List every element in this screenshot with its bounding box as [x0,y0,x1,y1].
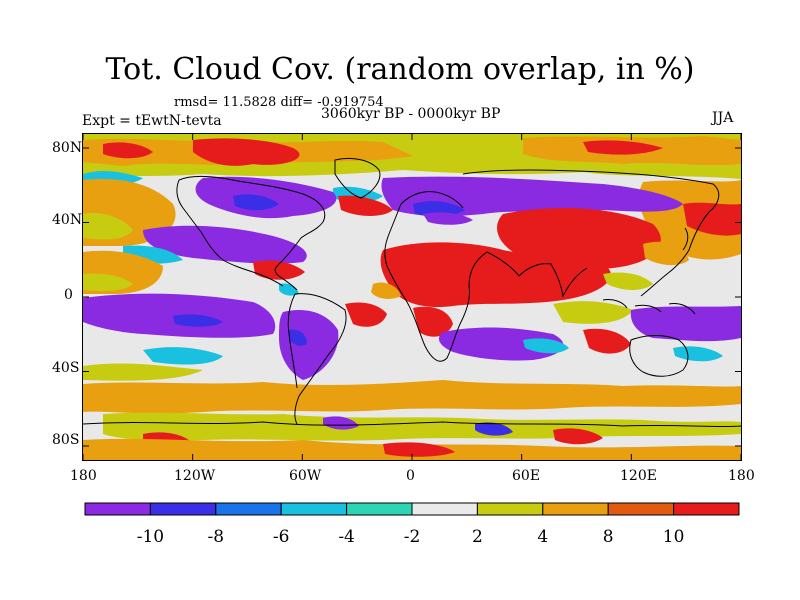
lon-label-0: 0 [406,468,415,484]
colorbar-label: -6 [273,527,290,547]
rmsd-diff-text: rmsd= 11.5828 diff= -0.919754 [174,95,384,110]
anomaly-field [83,134,741,460]
lon-label-180W: 180 [70,468,97,484]
lon-label-60W: 60W [289,468,322,484]
colorbar-label: -10 [137,527,164,547]
axis-ticks [83,134,741,460]
lat-label-0: 0 [64,287,73,303]
lat-label-80S: 80S [52,432,80,448]
colorbar-label: 10 [663,527,685,547]
lon-label-120W: 120W [174,468,216,484]
lat-label-40S: 40S [52,360,80,376]
colorbar-label: -4 [338,527,355,547]
colorbar: -10 -8 -6 -4 -2 2 4 8 10 [84,502,740,547]
colorbar-label: 2 [472,527,483,547]
colorbar-swatch [607,502,675,516]
colorbar-swatch [149,502,217,516]
colorbar-swatch [411,502,478,516]
colorbar-swatch [542,502,609,516]
colorbar-swatch [673,502,740,516]
lon-label-120E: 120E [620,468,657,484]
colorbar-swatch [476,502,544,516]
experiment-label: Expt = tEwtN-tevta [82,113,222,129]
colorbar-label: 8 [603,527,614,547]
lat-label-40N: 40N [52,212,83,228]
lon-label-60E: 60E [512,468,541,484]
colorbar-swatch [280,502,348,516]
season-label: JJA [712,110,734,126]
colorbar-swatch [215,502,282,516]
colorbar-label: 4 [537,527,548,547]
colorbar-swatch [84,502,151,516]
map-panel [82,133,742,461]
colorbar-label: -2 [404,527,421,547]
period-label: 3060kyr BP - 0000kyr BP [321,106,501,122]
cloud-cover-map [83,134,741,460]
colorbar-label: -8 [208,527,225,547]
lat-label-80N: 80N [52,140,83,156]
lon-label-180E: 180 [728,468,755,484]
chart-title: Tot. Cloud Cov. (random overlap, in %) [105,52,695,87]
colorbar-swatch [346,502,413,516]
coastlines [83,157,741,428]
